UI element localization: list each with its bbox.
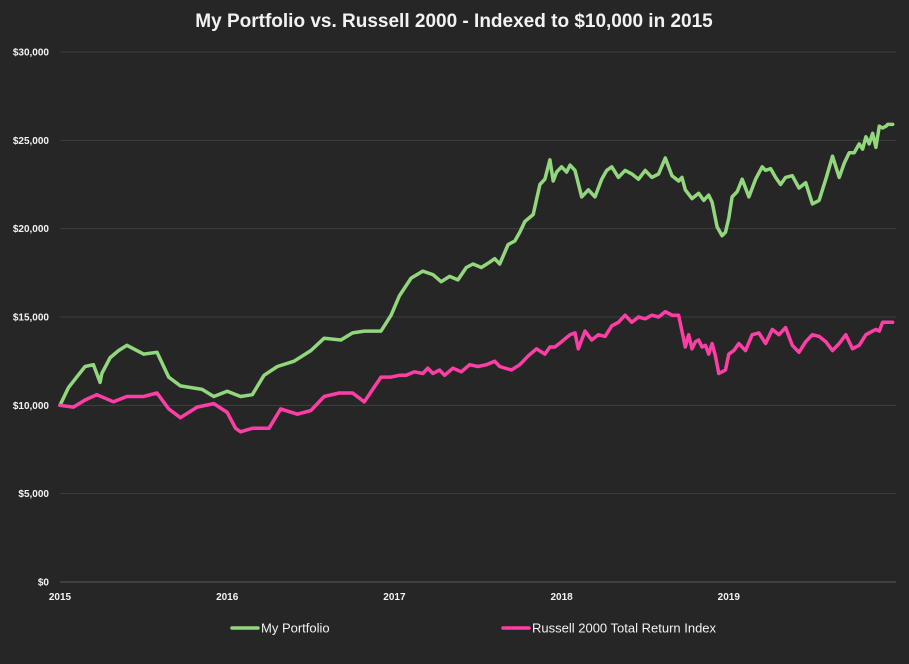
y-tick-label: $5,000 xyxy=(18,489,49,500)
y-tick-label: $30,000 xyxy=(13,48,50,59)
legend-label: My Portfolio xyxy=(261,621,330,636)
y-tick-label: $15,000 xyxy=(13,313,50,324)
x-axis-tick-labels: 2015 2016 2017 2018 2019 xyxy=(49,592,740,603)
x-tick-label: 2016 xyxy=(216,592,239,603)
series-lines xyxy=(58,122,895,434)
legend: My Portfolio Russell 2000 Total Return In… xyxy=(230,621,717,636)
x-tick-label: 2017 xyxy=(383,592,406,603)
gridlines xyxy=(60,51,896,583)
chart-title: My Portfolio vs. Russell 2000 - Indexed … xyxy=(195,11,713,32)
y-axis-tick-labels: $0 $5,000 $10,000 $15,000 $20,000 $25,000 $30,… xyxy=(13,48,50,589)
series-line-my-portfolio xyxy=(58,122,895,408)
y-tick-label: $25,000 xyxy=(13,136,50,147)
series-line-russell-2000 xyxy=(58,309,895,434)
x-tick-label: 2015 xyxy=(49,592,72,603)
x-tick-label: 2019 xyxy=(718,592,741,603)
y-tick-label: $0 xyxy=(38,578,50,589)
legend-label: Russell 2000 Total Return Index xyxy=(532,621,717,636)
y-tick-label: $10,000 xyxy=(13,401,50,412)
x-tick-label: 2018 xyxy=(550,592,573,603)
y-tick-label: $20,000 xyxy=(13,224,50,235)
